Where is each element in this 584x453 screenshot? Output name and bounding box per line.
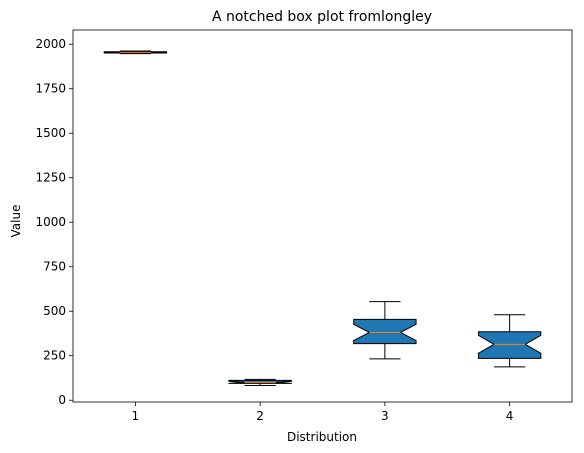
- x-axis-label: Distribution: [287, 430, 357, 444]
- plot-frame: [72, 29, 573, 403]
- y-tick-label: 500: [43, 304, 66, 318]
- y-tick-label: 1250: [35, 171, 66, 185]
- y-tick-label: 1500: [35, 126, 66, 140]
- box-3: [353, 318, 417, 345]
- y-tick-label: 1750: [35, 82, 66, 96]
- y-tick-label: 0: [58, 393, 66, 407]
- y-tick-label: 2000: [35, 37, 66, 51]
- chart-title: A notched box plot fromlongley: [212, 9, 432, 25]
- y-axis-label: Value: [9, 205, 23, 238]
- plot-area: 0 250 500 750 1000 1250 1500 1750 2000 1 2 3 4: [35, 29, 573, 423]
- y-tick-label: 750: [43, 260, 66, 274]
- x-tick-label: 1: [132, 409, 140, 423]
- x-tick-label: 4: [506, 409, 514, 423]
- y-tick-label: 250: [43, 349, 66, 363]
- x-tick-label: 2: [256, 409, 264, 423]
- x-tick-label: 3: [381, 409, 389, 423]
- y-tick-label: 1000: [35, 215, 66, 229]
- box-4: [477, 331, 542, 359]
